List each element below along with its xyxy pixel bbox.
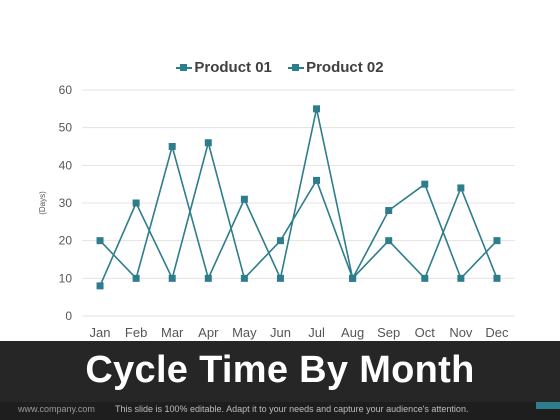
- data-point: [385, 237, 393, 245]
- y-tick-label: 60: [59, 83, 73, 97]
- data-point: [385, 207, 393, 215]
- legend-label: Product 02: [306, 59, 384, 76]
- data-point: [313, 105, 321, 113]
- data-point: [204, 139, 212, 147]
- data-point: [168, 274, 176, 282]
- legend-item-product-01: Product 01: [176, 59, 272, 76]
- data-point: [240, 274, 248, 282]
- y-tick-label: 10: [59, 271, 73, 285]
- footer-note: This slide is 100% editable. Adapt it to…: [115, 404, 469, 414]
- data-point: [493, 274, 501, 282]
- x-tick-label: Dec: [485, 325, 509, 340]
- title-bar: [0, 341, 560, 402]
- x-tick-label: Jul: [308, 325, 325, 340]
- line-chart: 0 10 20 30 40 50 60 Jan Feb Mar Apr May Jun Jul Aug Sep…: [38, 83, 515, 340]
- legend-item-product-02: Product 02: [288, 59, 384, 76]
- data-point: [96, 282, 104, 290]
- x-tick-label: Apr: [198, 325, 219, 340]
- data-point: [457, 184, 465, 192]
- data-point: [421, 180, 429, 188]
- data-point: [421, 274, 429, 282]
- x-tick-label: Sep: [377, 325, 400, 340]
- x-tick-label: Feb: [125, 325, 147, 340]
- x-tick-label: May: [232, 325, 257, 340]
- x-tick-label: Nov: [449, 325, 473, 340]
- data-point: [168, 143, 176, 150]
- legend-label: Product 01: [194, 59, 272, 76]
- footer-accent: [536, 402, 560, 409]
- y-axis-label: (Days): [38, 191, 47, 215]
- y-tick-label: 20: [59, 234, 73, 248]
- y-tick-label: 0: [65, 309, 72, 323]
- y-tick-label: 50: [59, 121, 73, 135]
- data-point: [132, 274, 140, 282]
- x-tick-label: Jun: [270, 325, 291, 340]
- legend-marker-icon: [288, 64, 305, 72]
- data-point: [240, 195, 248, 203]
- data-point: [457, 274, 465, 282]
- data-point: [96, 237, 104, 245]
- data-point: [276, 274, 284, 282]
- data-point: [204, 274, 212, 282]
- series-line-2: [99, 108, 498, 281]
- data-point: [132, 199, 140, 207]
- slide-title: Cycle Time By Month: [85, 349, 475, 391]
- legend-marker-icon: [176, 64, 193, 72]
- data-point: [349, 274, 357, 282]
- y-tick-label: 30: [59, 196, 73, 210]
- footer-bar: [0, 402, 560, 420]
- x-tick-label: Mar: [161, 325, 184, 340]
- footer-website: www.company.com: [18, 404, 95, 414]
- data-point: [313, 176, 321, 184]
- chart-legend: Product 01 Product 02: [0, 59, 560, 76]
- x-tick-label: Oct: [415, 325, 436, 340]
- data-point: [493, 237, 501, 245]
- data-point: [276, 237, 284, 245]
- x-tick-label: Jan: [90, 325, 111, 340]
- x-tick-label: Aug: [341, 325, 364, 340]
- series-line-1: [99, 139, 498, 287]
- y-tick-label: 40: [59, 158, 73, 172]
